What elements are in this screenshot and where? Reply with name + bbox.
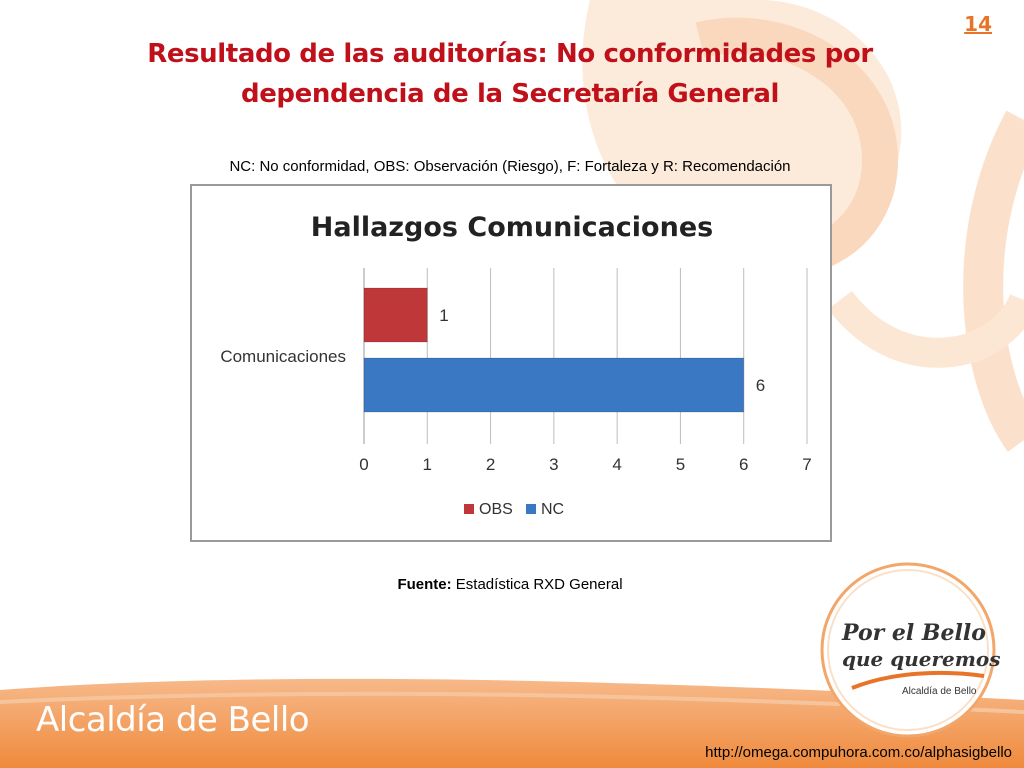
bar-nc (363, 357, 745, 413)
abbreviation-note: NC: No conformidad, OBS: Observación (Ri… (229, 158, 791, 175)
data-label-nc: 6 (756, 376, 765, 395)
x-tick-label: 7 (802, 455, 811, 474)
data-label-obs: 1 (439, 306, 448, 325)
legend-label-nc: NC (541, 501, 564, 518)
page-number: 14 (964, 12, 992, 36)
x-tick-label: 5 (676, 455, 685, 474)
x-tick-label: 3 (549, 455, 558, 474)
footer-url-link[interactable]: http://omega.compuhora.com.co/alphasigbe… (705, 744, 1012, 761)
x-tick-label: 0 (359, 455, 368, 474)
x-tick-label: 2 (486, 455, 495, 474)
title-line-2: dependencia de la Secretaría General (240, 79, 779, 109)
logo-line-2: que queremos (842, 647, 1001, 671)
bar-obs (363, 287, 428, 343)
logo-line-3: Alcaldía de Bello (902, 686, 977, 697)
brand-name: Alcaldía de Bello (36, 700, 310, 740)
source-note: Fuente: Estadística RXD General (280, 576, 740, 593)
legend-swatch-obs (464, 504, 474, 514)
logo-line-1: Por el Bello (841, 620, 986, 646)
x-tick-label: 6 (739, 455, 748, 474)
legend-label-obs: OBS (479, 501, 513, 518)
source-text: Estadística RXD General (451, 576, 623, 593)
x-tick-label: 4 (612, 455, 621, 474)
chart-container: Hallazgos Comunicaciones 1 6 0 1 2 3 4 5 6 7 Com… (190, 184, 832, 542)
x-tick-label: 1 (423, 455, 432, 474)
title-line-1: Resultado de las auditorías: No conformi… (147, 39, 873, 69)
bar-chart: Hallazgos Comunicaciones 1 6 0 1 2 3 4 5 6 7 Com… (220, 212, 811, 518)
legend-swatch-nc (526, 504, 536, 514)
chart-title: Hallazgos Comunicaciones (311, 212, 713, 243)
category-label: Comunicaciones (220, 347, 346, 366)
slide-title: Resultado de las auditorías: No conformi… (120, 34, 900, 114)
campaign-logo: Por el Bello que queremos Alcaldía de Be… (820, 562, 1001, 738)
source-label: Fuente: (397, 576, 452, 593)
